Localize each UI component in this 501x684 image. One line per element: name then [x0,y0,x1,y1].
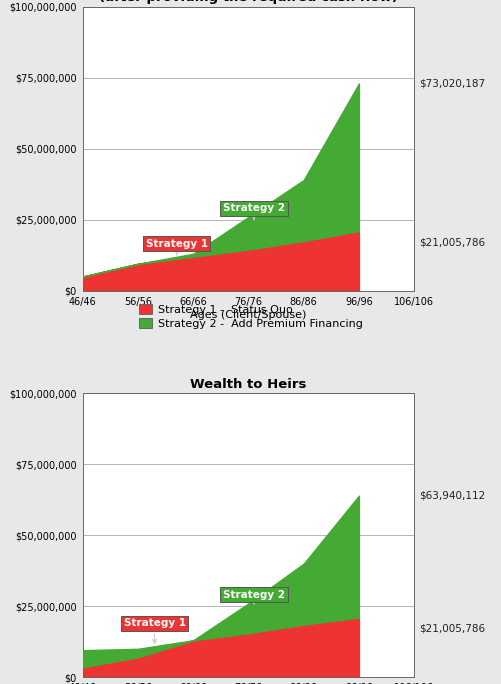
Text: $21,005,786: $21,005,786 [418,624,484,634]
Text: Strategy 2: Strategy 2 [222,590,285,603]
Text: $63,940,112: $63,940,112 [418,490,484,501]
Text: $21,005,786: $21,005,786 [418,237,484,248]
Text: Strategy 1: Strategy 1 [123,618,185,644]
Title: Wealth to Heirs: Wealth to Heirs [190,378,306,391]
X-axis label: Ages (Client/Spouse): Ages (Client/Spouse) [190,310,306,319]
Legend: Strategy 1 -  Status Quo, Strategy 2 -  Add Premium Financing: Strategy 1 - Status Quo, Strategy 2 - Ad… [139,304,362,329]
Text: Strategy 1: Strategy 1 [145,239,207,254]
Title: Net Worth Comparison
(after providing the required cash flow): Net Worth Comparison (after providing th… [99,0,397,4]
Text: Strategy 2: Strategy 2 [222,203,285,219]
Text: $73,020,187: $73,020,187 [418,79,484,88]
